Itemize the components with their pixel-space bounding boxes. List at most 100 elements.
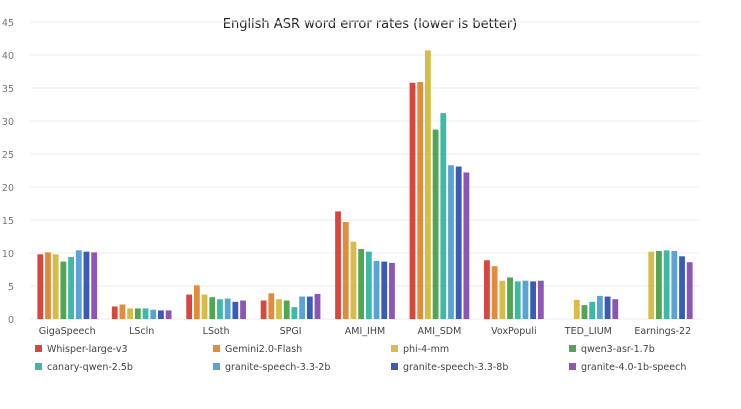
bar — [276, 299, 282, 319]
legend-label: Gemini2.0-Flash — [225, 344, 302, 355]
bar — [111, 306, 118, 319]
bar — [686, 262, 693, 319]
bar — [596, 295, 603, 319]
y-tick-label: 20 — [2, 183, 14, 194]
bar — [432, 129, 439, 319]
bar — [142, 308, 149, 319]
bar — [448, 165, 454, 319]
legend-swatch — [213, 345, 220, 352]
bar — [335, 211, 341, 319]
bar — [679, 256, 685, 319]
bar — [193, 285, 200, 319]
bar — [671, 251, 678, 319]
legend-label: granite-4.0-1b-speech — [581, 362, 686, 373]
bar — [507, 277, 513, 319]
bar — [158, 310, 164, 319]
bar — [52, 254, 59, 319]
y-tick-label: 40 — [2, 51, 14, 62]
y-tick-label: 5 — [8, 282, 14, 293]
bar — [299, 296, 306, 319]
bar — [342, 221, 349, 319]
bar — [91, 252, 98, 319]
legend-label: granite-speech-3.3-2b — [225, 362, 330, 373]
legend-label: granite-speech-3.3-8b — [403, 362, 508, 373]
bar — [150, 309, 157, 319]
bar — [314, 293, 321, 319]
bar — [75, 250, 82, 319]
bar — [424, 50, 431, 319]
legend-swatch — [213, 363, 220, 370]
bar — [604, 296, 611, 319]
bar — [589, 301, 596, 319]
bar — [268, 293, 275, 319]
bar — [240, 300, 246, 319]
bar — [68, 256, 74, 319]
legend-swatch — [35, 345, 42, 352]
y-tick-label: 10 — [2, 249, 14, 260]
bar — [373, 260, 380, 319]
bar — [83, 251, 90, 319]
x-tick-label: Earnings-22 — [634, 326, 691, 337]
bar — [530, 281, 537, 319]
chart-title: English ASR word error rates (lower is b… — [223, 17, 518, 32]
legend-label: qwen3-asr-1.7b — [581, 344, 655, 355]
bar — [537, 280, 544, 319]
bar — [663, 250, 670, 319]
legend-swatch — [391, 345, 398, 352]
bar — [573, 299, 580, 319]
legend-label: Whisper-large-v3 — [47, 344, 128, 355]
x-tick-label: TED_LIUM — [564, 326, 612, 337]
bar — [217, 299, 223, 319]
bar — [201, 294, 208, 319]
bar — [648, 251, 655, 319]
bar — [45, 252, 51, 319]
bar — [381, 261, 388, 319]
y-tick-label: 25 — [2, 150, 14, 161]
bar — [491, 266, 498, 319]
y-tick-label: 35 — [2, 84, 14, 95]
bar — [463, 172, 470, 319]
x-tick-label: AMI_SDM — [418, 326, 462, 337]
legend-swatch — [569, 363, 576, 370]
bar — [291, 307, 298, 319]
bar — [455, 166, 462, 319]
bar — [165, 310, 172, 319]
legend-label: phi-4-mm — [403, 344, 449, 355]
bar — [417, 82, 424, 319]
bar — [60, 261, 67, 319]
bar — [389, 262, 395, 319]
bar — [656, 251, 662, 319]
y-tick-label: 45 — [2, 18, 14, 29]
bar — [283, 300, 290, 319]
bar — [260, 300, 267, 319]
x-tick-label: SPGI — [280, 326, 302, 337]
bar — [522, 280, 529, 319]
bar — [409, 82, 416, 319]
x-tick-label: LSoth — [203, 326, 230, 337]
bar — [134, 308, 141, 319]
legend-swatch — [569, 345, 576, 352]
y-tick-label: 0 — [8, 315, 14, 326]
bar — [119, 304, 126, 319]
bar — [350, 241, 357, 319]
y-tick-label: 30 — [2, 117, 14, 128]
bar — [581, 305, 588, 319]
legend-label: canary-qwen-2.5b — [47, 362, 133, 373]
bar — [224, 298, 231, 319]
bar — [127, 308, 134, 319]
bar — [484, 260, 490, 319]
bar — [186, 294, 193, 319]
bar — [306, 296, 313, 319]
legend-swatch — [35, 363, 42, 370]
x-tick-label: GigaSpeech — [39, 326, 96, 337]
bar — [209, 297, 216, 319]
bar — [440, 113, 447, 319]
x-tick-label: AMI_IHM — [345, 326, 385, 337]
y-tick-label: 15 — [2, 216, 14, 227]
bar — [232, 301, 239, 319]
bar — [358, 249, 365, 319]
x-tick-label: VoxPopuli — [491, 326, 536, 337]
bar — [499, 280, 506, 319]
legend-swatch — [391, 363, 398, 370]
